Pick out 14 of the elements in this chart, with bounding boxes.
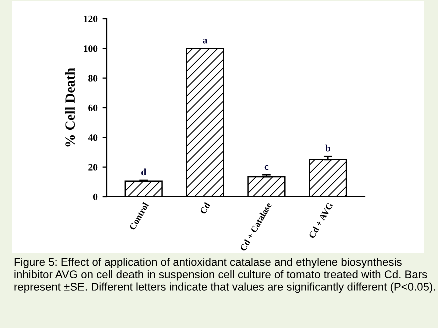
x-tick-label: Cd — [200, 202, 211, 215]
y-tick-label: 20 — [88, 164, 98, 171]
y-tick-label: 0 — [93, 194, 98, 200]
y-tick-label: 120 — [84, 16, 98, 22]
caption: Figure 5: Effect of application of antioxidant catalase and ethylene biosynthesis inhibitor AVG on cell death in suspension cell culture of tomato treated with Cd. Bars represent ±SE. Different letters indicate that values are significantly different (P<0.05). — [14, 258, 436, 294]
y-tick-label: 80 — [88, 75, 98, 82]
data-label: b — [326, 144, 330, 152]
y-tick-label: 40 — [88, 134, 98, 142]
data-label: a — [203, 39, 208, 44]
data-label: d — [142, 168, 146, 176]
data-label: c — [264, 165, 269, 170]
y-axis-title: % Cell Death — [65, 68, 76, 147]
y-tick-label: 100 — [84, 46, 98, 52]
y-tick-label: 60 — [88, 104, 98, 112]
